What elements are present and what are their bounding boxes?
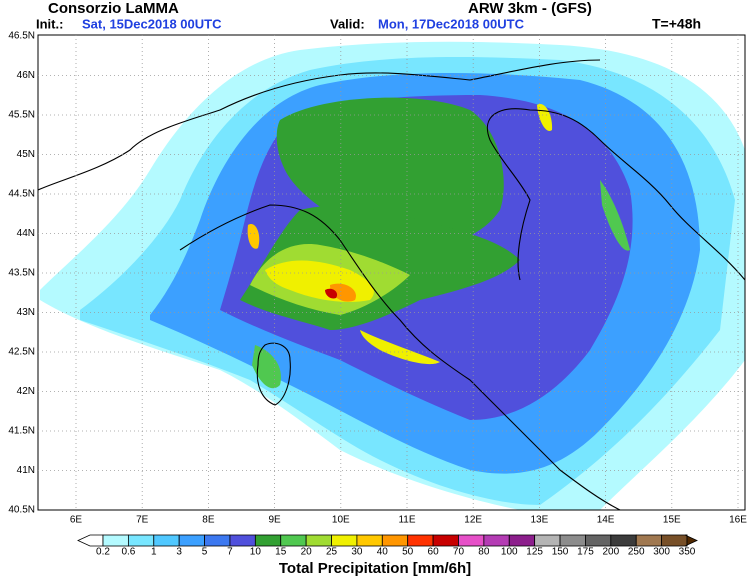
init-time: Sat, 15Dec2018 00UTC <box>82 16 222 31</box>
colorbar-title: Total Precipitation [mm/6h] <box>279 560 471 577</box>
lat-label: 42.5N <box>8 347 35 358</box>
colorbar-box <box>458 534 485 547</box>
map-ticks: 6E 7E 8E 9E 10E 11E 12E 13E 14E 15E 16E 46.5N 46N 45.… <box>8 31 747 526</box>
lat-label: 45.5N <box>8 110 35 121</box>
lat-label: 45N <box>17 149 35 160</box>
lon-label: 8E <box>202 515 215 526</box>
colorbar-label: 20 <box>301 547 313 558</box>
lon-label: 16E <box>729 515 747 526</box>
lon-label: 9E <box>268 515 281 526</box>
init-label: Init.: <box>36 16 63 31</box>
colorbar-box <box>254 534 282 547</box>
colorbar-label: 350 <box>679 547 696 558</box>
lon-label: 7E <box>136 515 149 526</box>
lead-time: T=+48h <box>652 16 701 32</box>
colorbar-label: 7 <box>227 547 233 558</box>
lat-label: 41N <box>17 465 35 476</box>
title: Consorzio LaMMA <box>48 0 179 17</box>
lat-label: 41.5N <box>8 426 35 437</box>
colorbar-label: 40 <box>377 547 389 558</box>
colorbar-label: 150 <box>552 547 569 558</box>
colorbar-label: 125 <box>526 547 543 558</box>
colorbar: 0.2 0.6 1 3 5 7 10 15 20 25 30 40 50 60 70 80 100 125 150 1… <box>77 534 698 558</box>
colorbar-box <box>534 534 561 547</box>
colorbar-label: 300 <box>653 547 670 558</box>
colorbar-label: 100 <box>501 547 518 558</box>
lat-label: 43N <box>17 307 35 318</box>
colorbar-box <box>305 534 332 547</box>
colorbar-box <box>483 534 510 547</box>
precipitation-field <box>38 35 745 510</box>
colorbar-box <box>102 534 129 547</box>
colorbar-box <box>508 534 536 547</box>
colorbar-box <box>331 534 358 547</box>
lat-label: 44N <box>17 228 35 239</box>
colorbar-label: 0.2 <box>96 547 110 558</box>
colorbar-box <box>381 534 409 547</box>
lon-label: 13E <box>531 515 549 526</box>
lat-label: 46.5N <box>8 31 35 42</box>
colorbar-label: 60 <box>428 547 440 558</box>
colorbar-box <box>229 534 256 547</box>
colorbar-box <box>635 534 663 547</box>
lat-label: 46N <box>17 70 35 81</box>
colorbar-label: 250 <box>628 547 645 558</box>
colorbar-box <box>585 534 612 547</box>
colorbar-label: 50 <box>402 547 414 558</box>
colorbar-label: 25 <box>326 547 338 558</box>
colorbar-box <box>610 534 637 547</box>
lon-label: 10E <box>332 515 350 526</box>
colorbar-label: 200 <box>602 547 619 558</box>
colorbar-box <box>432 534 459 547</box>
lon-label: 12E <box>464 515 482 526</box>
lat-label: 43.5N <box>8 268 35 279</box>
colorbar-label: 70 <box>453 547 465 558</box>
colorbar-box <box>356 534 383 547</box>
valid-label: Valid: <box>330 16 365 31</box>
colorbar-box <box>153 534 180 547</box>
colorbar-label: 0.6 <box>121 547 135 558</box>
colorbar-box <box>559 534 586 547</box>
colorbar-label: 5 <box>202 547 208 558</box>
colorbar-label: 15 <box>275 547 287 558</box>
lat-label: 44.5N <box>8 189 35 200</box>
colorbar-label: 30 <box>351 547 363 558</box>
colorbar-box <box>280 534 307 547</box>
lon-label: 6E <box>70 515 83 526</box>
colorbar-label: 80 <box>478 547 490 558</box>
colorbar-box <box>204 534 231 547</box>
colorbar-label: 10 <box>250 547 262 558</box>
lon-label: 14E <box>597 515 615 526</box>
lon-label: 15E <box>663 515 681 526</box>
colorbar-box <box>661 534 688 547</box>
colorbar-label: 175 <box>577 547 594 558</box>
colorbar-label: 1 <box>151 547 157 558</box>
colorbar-box <box>407 534 434 547</box>
colorbar-label: 3 <box>176 547 182 558</box>
colorbar-box <box>178 534 205 547</box>
colorbar-box <box>127 534 155 547</box>
colorbar-arrow <box>684 534 698 547</box>
lat-label: 42N <box>17 386 35 397</box>
model: ARW 3km - (GFS) <box>468 0 592 17</box>
lat-label: 40.5N <box>8 505 35 516</box>
map-frame <box>37 34 746 511</box>
lon-label: 11E <box>398 515 415 526</box>
colorbar-arrow <box>77 534 104 547</box>
valid-time: Mon, 17Dec2018 00UTC <box>378 16 525 31</box>
